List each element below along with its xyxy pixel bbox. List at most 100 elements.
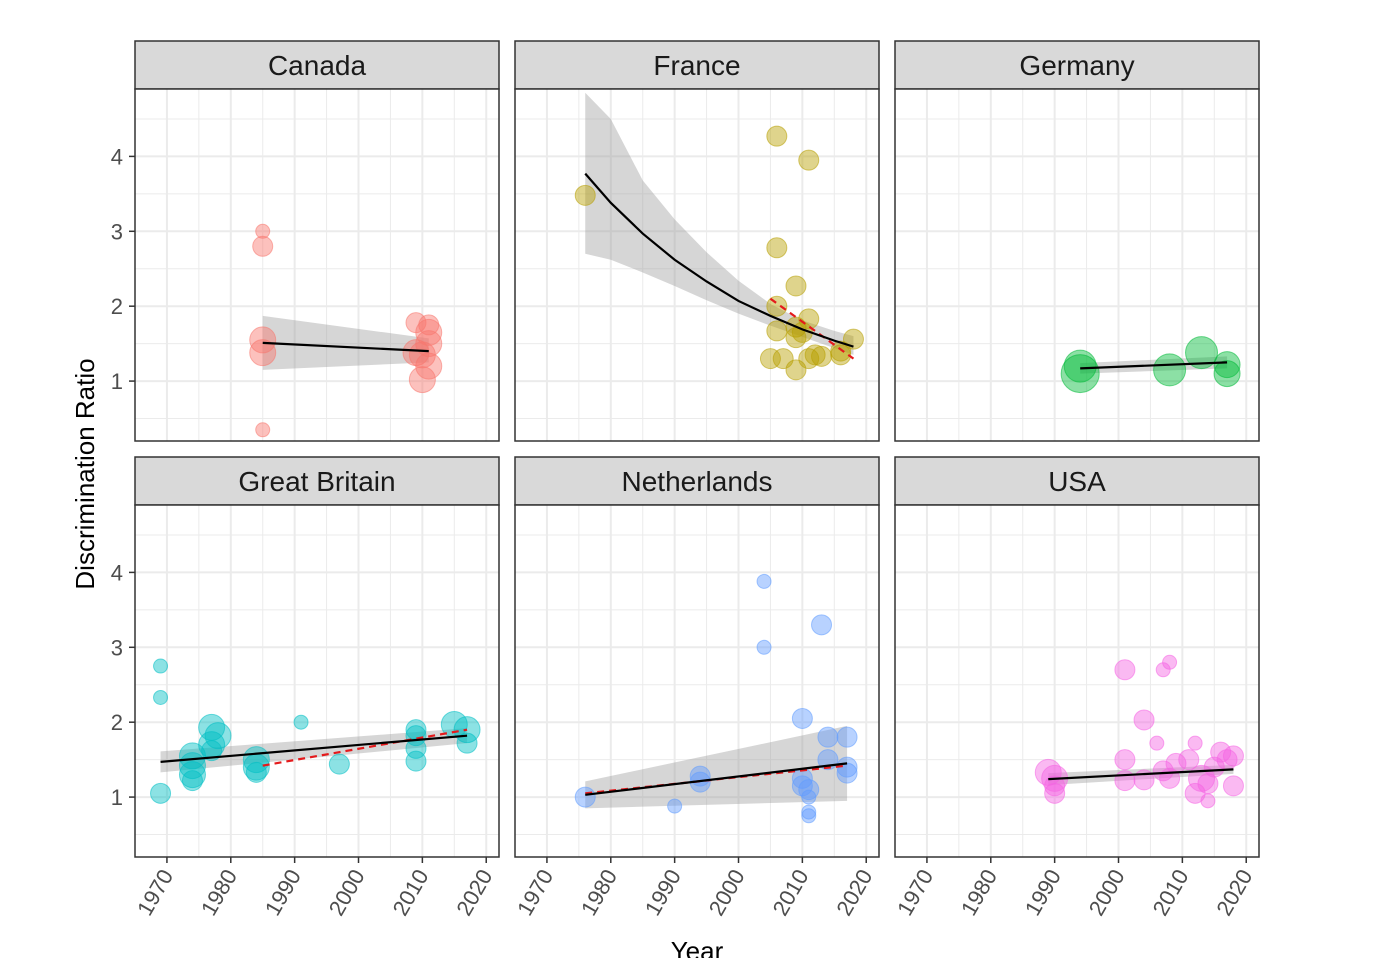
data-point (801, 789, 817, 805)
data-point (759, 348, 781, 370)
facet-panel: USA (894, 456, 1260, 858)
data-point (791, 775, 813, 797)
data-point (801, 808, 817, 824)
fit-line (1048, 768, 1234, 781)
data-point (1133, 709, 1155, 731)
data-point (201, 740, 223, 762)
data-point (1114, 659, 1136, 681)
panel-background (515, 89, 879, 441)
data-point (1197, 773, 1219, 795)
x-tick-label: 1980 (196, 865, 242, 920)
facet-strip (514, 456, 880, 506)
panel-content (249, 223, 443, 438)
confidence-ribbon (160, 728, 468, 773)
data-point (667, 798, 683, 814)
facet-panel: Netherlands (514, 456, 880, 858)
data-point (804, 344, 826, 366)
x-tick-label: 2000 (704, 865, 750, 920)
data-point (1185, 336, 1219, 370)
data-point (178, 761, 206, 789)
data-point (756, 639, 772, 655)
x-tick-label: 1990 (1020, 865, 1066, 920)
panel-border (514, 504, 880, 858)
data-point (415, 318, 443, 346)
data-point (574, 184, 596, 206)
facet-label: Germany (1019, 50, 1134, 81)
facet-label: USA (1048, 466, 1106, 497)
grid-lines (895, 89, 1259, 441)
panel-background (895, 89, 1259, 441)
fit-line (1080, 361, 1228, 370)
x-tick-label: 2000 (324, 865, 370, 920)
panel-background (135, 505, 499, 857)
facet-panel: Germany (894, 40, 1260, 442)
panel-content (150, 658, 481, 804)
fit-line (585, 762, 848, 796)
facet-label: Canada (268, 50, 367, 81)
data-point (1222, 745, 1244, 767)
x-tick-label: 1970 (512, 865, 558, 920)
facet-label: France (653, 50, 740, 81)
data-point (811, 345, 833, 367)
dashed-trend-line (585, 764, 848, 795)
data-point (766, 320, 788, 342)
x-tick-label: 2020 (831, 865, 877, 920)
x-tick-label: 2010 (387, 865, 433, 920)
y-tick-label: 1 (111, 369, 123, 394)
y-tick-label: 4 (111, 560, 123, 585)
data-point (1149, 735, 1165, 751)
fit-line (584, 172, 854, 348)
data-point (1155, 662, 1171, 678)
data-point (766, 295, 788, 317)
x-axis-title: Year (671, 936, 724, 958)
data-point (817, 726, 839, 748)
panel-border (514, 88, 880, 442)
x-axis: 1970 1980 1990 2000 2010 2020 1970 1980 1990 2000… (132, 857, 1257, 920)
dashed-trend-line (769, 297, 855, 360)
y-tick-label: 1 (111, 785, 123, 810)
x-tick-label: 2000 (1084, 865, 1130, 920)
y-tick-label: 2 (111, 710, 123, 735)
data-point (1213, 360, 1241, 388)
facet-strip (894, 456, 1260, 506)
data-point (405, 737, 427, 759)
data-point (791, 707, 813, 729)
panel-border (134, 88, 500, 442)
data-point (811, 614, 833, 636)
data-point (255, 223, 271, 239)
x-tick-label: 1990 (640, 865, 686, 920)
facet-panel: Canada (134, 40, 500, 442)
data-point (785, 275, 807, 297)
data-point (456, 732, 478, 754)
data-point (1114, 770, 1136, 792)
fit-line (262, 341, 429, 353)
data-point (766, 237, 788, 259)
facet-panel: Great Britain (134, 456, 500, 858)
data-point (153, 689, 169, 705)
dashed-trend-line (262, 728, 468, 767)
panel-content (1034, 654, 1244, 809)
panel-background (135, 89, 499, 441)
y-tick-label: 4 (111, 144, 123, 169)
data-point (181, 770, 203, 792)
fit-line (160, 734, 468, 763)
data-point (801, 804, 817, 820)
data-point (1063, 349, 1097, 383)
panel-border (134, 504, 500, 858)
data-point (574, 786, 596, 808)
y-axis-title: Discrimination Ratio (70, 358, 100, 589)
data-point (1162, 654, 1178, 670)
facet-strip (134, 40, 500, 90)
data-point (1222, 775, 1244, 797)
data-point (1044, 775, 1066, 797)
data-point (1114, 749, 1136, 771)
grid-lines (895, 505, 1259, 857)
facet-strip (514, 40, 880, 90)
data-point (249, 339, 277, 367)
data-point (405, 750, 427, 772)
x-tick-label: 1970 (132, 865, 178, 920)
facet-label: Netherlands (622, 466, 773, 497)
x-tick-label: 1980 (576, 865, 622, 920)
facet-strip (134, 456, 500, 506)
